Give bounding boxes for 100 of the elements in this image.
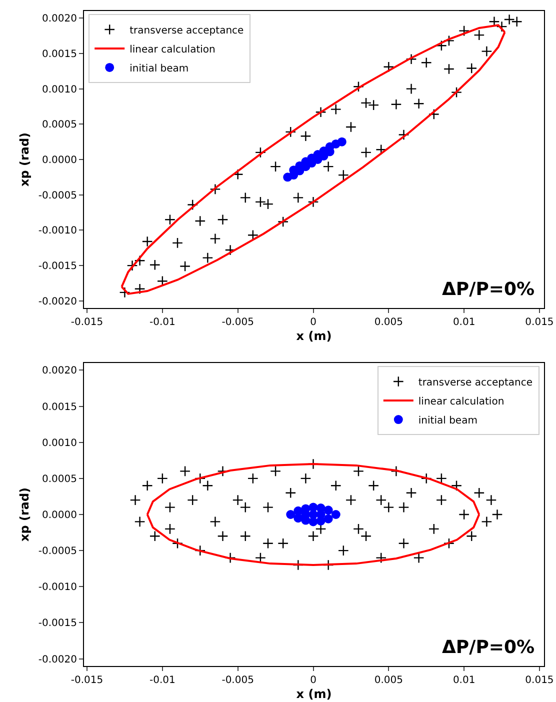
point [180, 260, 191, 272]
point [390, 98, 402, 110]
point [492, 509, 503, 520]
point [134, 516, 146, 528]
point [262, 538, 274, 549]
y-tick-label: 0.0000 [42, 155, 77, 166]
y-tick-label: 0.0010 [42, 84, 77, 96]
point [254, 196, 266, 208]
point [164, 502, 176, 513]
point [368, 100, 380, 111]
point [406, 83, 417, 94]
x-tick-label: -0.005 [222, 317, 254, 328]
y-tick-label: 0.0005 [42, 120, 77, 131]
point [164, 523, 176, 534]
point [413, 552, 424, 564]
point [308, 530, 319, 542]
point [331, 510, 340, 519]
y-tick-label: -0.0010 [38, 226, 77, 237]
y-tick-label: -0.0005 [38, 190, 77, 202]
point [164, 214, 176, 226]
y-tick-label: 0.0015 [42, 48, 77, 60]
point [316, 510, 326, 519]
point [436, 40, 447, 52]
point [232, 494, 244, 506]
point [126, 260, 138, 272]
point [338, 170, 349, 181]
x-tick-label: 0.01 [452, 317, 476, 328]
point [383, 502, 394, 513]
point [458, 25, 470, 36]
legend-label: initial beam [130, 63, 189, 74]
y-tick-label: 0.0010 [42, 438, 77, 449]
point [360, 146, 372, 158]
point [142, 480, 153, 492]
point [240, 502, 251, 513]
point [436, 472, 447, 484]
x-tick-label: 0.015 [525, 317, 554, 328]
point [247, 230, 258, 241]
x-tick-label: 0 [310, 675, 316, 686]
point [481, 46, 492, 57]
point [194, 216, 206, 227]
point [292, 192, 304, 204]
point [134, 255, 146, 266]
point [345, 494, 356, 506]
point [308, 196, 319, 208]
point [270, 466, 282, 477]
point [270, 161, 282, 172]
point [376, 494, 387, 506]
x-tick-label: 0.005 [374, 317, 403, 328]
point [300, 130, 312, 142]
point [149, 259, 160, 270]
point [285, 126, 296, 138]
point [180, 466, 191, 477]
point [443, 63, 454, 74]
x-axis-title: x (m) [296, 328, 332, 343]
point [376, 552, 387, 564]
point [142, 236, 153, 248]
y-tick-label: 0.0020 [42, 14, 77, 25]
point [474, 30, 485, 41]
point [443, 538, 454, 549]
point [210, 233, 221, 244]
point [338, 545, 349, 556]
point [285, 487, 296, 498]
point [130, 494, 141, 506]
point [420, 57, 432, 68]
y-tick-label: -0.0015 [38, 261, 77, 272]
y-axis-title: xp (rad) [18, 487, 32, 542]
point [278, 538, 289, 549]
point [345, 121, 356, 132]
point [240, 530, 251, 542]
point [262, 198, 274, 210]
point [172, 237, 184, 248]
point [398, 129, 410, 140]
point [511, 16, 522, 28]
legend-label: linear calculation [130, 44, 216, 56]
point [322, 161, 334, 172]
point [134, 283, 146, 294]
y-tick-label: -0.0020 [38, 654, 77, 666]
annotation: ΔP/P=0% [442, 637, 535, 658]
y-tick-label: 0.0000 [42, 510, 77, 521]
point [217, 530, 228, 542]
annotation: ΔP/P=0% [442, 279, 535, 300]
y-tick-label: 0.0020 [42, 366, 77, 377]
legend-label: linear calculation [418, 396, 504, 408]
point [352, 523, 364, 534]
point [451, 86, 462, 98]
point [119, 286, 130, 298]
x-tick-label: 0 [310, 317, 316, 328]
point [376, 144, 387, 156]
point [149, 530, 160, 542]
point [352, 466, 364, 477]
y-tick-label: -0.0005 [38, 546, 77, 558]
point [398, 538, 410, 549]
point [474, 487, 485, 498]
legend-label: transverse acceptance [130, 25, 244, 36]
point [466, 530, 478, 542]
point [262, 502, 274, 513]
x-tick-label: 0.01 [452, 675, 476, 686]
point [436, 494, 447, 506]
point [458, 509, 470, 520]
point [398, 502, 410, 513]
